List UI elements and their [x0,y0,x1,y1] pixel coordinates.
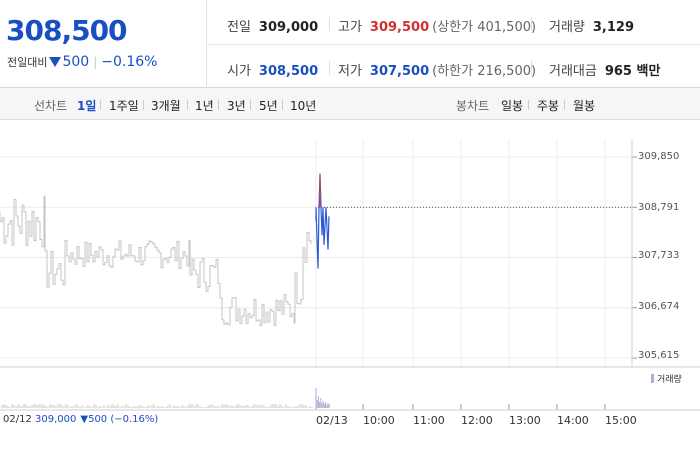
change-percent: −0.16% [101,54,158,70]
legend-swatch [651,374,654,383]
change-amount: 500 [62,54,90,70]
stat-label: 시가 [227,64,251,79]
divider [531,17,532,31]
chart-plot [0,173,632,326]
tab-daily[interactable]: 일봉 [501,99,524,113]
stat-value: 3,129 [592,20,635,35]
change-row: 전일대비 500 | −0.16% [7,54,157,70]
stat-prev-close: 전일 309,000 [227,16,318,35]
volume-plot [1,388,330,408]
volume-legend: 거래량 [651,372,682,385]
x-tick-label: 10:00 [363,414,395,427]
prev-day-change: 500 [88,414,108,425]
prev-day-percent: (−0.16%) [110,414,159,425]
divider [531,61,532,75]
stat-low: 저가 307,500 (하한가 216,500) [338,60,536,79]
tab-3y[interactable]: 3년 [227,99,246,113]
stat-label: 저가 [338,64,362,79]
quote-header: 308,500 전일대비 500 | −0.16% 전일 309,000 고가 309,5… [0,0,700,88]
x-tick-label: 02/13 [316,414,348,427]
divider [329,61,330,75]
tab-1w[interactable]: 1주일 [109,99,139,113]
line-chart-label: 선차트 [34,99,68,113]
tab-10y[interactable]: 10년 [290,99,317,113]
current-price: 308,500 [6,14,128,47]
x-tick-label: 11:00 [413,414,445,427]
stat-label: 거래대금 [549,64,597,79]
divider [100,100,101,110]
divider [143,100,144,110]
y-tick-label: 307,733 [638,250,680,261]
divider [528,100,529,110]
prev-day-date: 02/12 [3,414,32,425]
tab-weekly[interactable]: 주봉 [537,99,560,113]
divider [329,17,330,31]
y-tick-label: 305,615 [638,350,680,361]
stat-label: 전일 [227,20,251,35]
x-tick-label: 14:00 [557,414,589,427]
stat-value: 307,500 [369,64,430,79]
divider [187,100,188,110]
stat-high: 고가 309,500 (상한가 401,500) [338,16,536,35]
divider [207,44,700,45]
divider [282,100,283,110]
divider [564,100,565,110]
stat-value: 309,000 [258,20,319,35]
tab-1d[interactable]: 1일 [77,99,97,113]
tab-1y[interactable]: 1년 [195,99,214,113]
divider [218,100,219,110]
volume-legend-label: 거래량 [657,375,682,385]
today-line [315,173,330,269]
chart-canvas [0,140,700,411]
y-tick-label: 309,850 [638,151,680,162]
stats-panel: 전일 309,000 고가 309,500 (상한가 401,500) 거래량 3,12… [207,0,700,88]
x-tick-label: 12:00 [461,414,493,427]
prev-day-summary: 02/12 309,000 ▼500 (−0.16%) [3,414,158,425]
divider: | [93,55,98,69]
tab-3m[interactable]: 3개월 [151,99,181,113]
stat-label: 거래량 [549,20,585,35]
tab-monthly[interactable]: 월봉 [573,99,596,113]
chart-grid [0,140,700,411]
prev-day-price: 309,000 [35,414,77,425]
divider [250,100,251,110]
chart-tabs: 선차트 1일 1주일 3개월 1년 3년 5년 10년 봉차트 일봉 주봉 월봉 [0,88,700,120]
y-tick-label: 306,674 [638,301,680,312]
stat-value: 308,500 [258,64,319,79]
x-tick-label: 13:00 [509,414,541,427]
stat-label: 고가 [338,20,362,35]
stat-value: 965 백만 [604,64,661,79]
stat-sub: (상한가 401,500) [432,20,537,35]
stat-value: 309,500 [369,20,430,35]
tab-5y[interactable]: 5년 [259,99,278,113]
stat-trade-amount: 거래대금 965 백만 [549,60,660,79]
candle-chart-label: 봉차트 [456,99,490,113]
small-down-triangle-icon: ▼ [80,414,89,425]
price-box: 308,500 전일대비 500 | −0.16% [0,0,207,88]
stat-volume: 거래량 3,129 [549,16,634,35]
down-triangle-icon [49,57,62,67]
stat-sub: (하한가 216,500) [432,64,537,79]
prev-day-line [0,195,312,326]
y-tick-label: 308,791 [638,202,680,213]
stat-open: 시가 308,500 [227,60,318,79]
x-tick-label: 15:00 [605,414,637,427]
change-label: 전일대비 [7,56,48,69]
price-chart[interactable]: 309,850 308,791 307,733 306,674 305,615 … [0,120,700,450]
